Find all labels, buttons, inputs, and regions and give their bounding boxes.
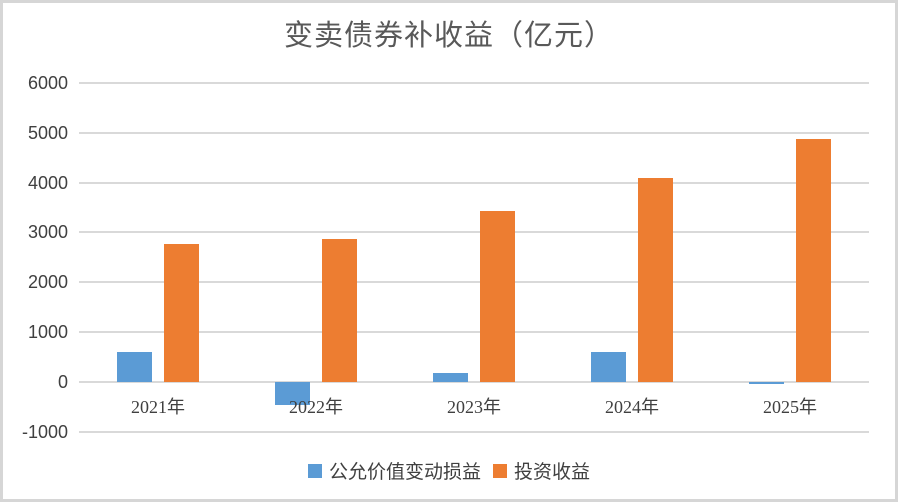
x-axis-label-2022年: 2022年 [289,397,343,417]
y-axis-tick-label: 0 [57,371,68,392]
legend-item-fair-value-change: 公允价值变动损益 [307,457,481,484]
x-axis-label-2024年: 2024年 [605,397,659,417]
bar-series0-2023年 [433,372,468,382]
bar-series1-2024年 [638,178,673,382]
legend-label-investment-income: 投资收益 [514,462,591,483]
bar-series0-2021年 [117,352,152,382]
legend-swatch-orange-icon [493,463,507,478]
bar-series1-2025年 [796,138,831,382]
chart-legend: 公允价值变动损益 投资收益 [3,457,895,484]
legend-label-fair-value-change: 公允价值变动损益 [328,462,481,483]
gridline [79,131,869,134]
chart-title: 变卖债券补收益（亿元） [283,20,614,52]
x-axis-label-2023年: 2023年 [447,397,501,417]
legend-swatch-blue-icon [307,463,322,478]
x-axis-line [79,380,869,383]
bar-series1-2022年 [322,238,357,382]
bar-series1-2023年 [480,211,515,382]
gridline [79,281,869,284]
y-axis-tick-label: 4000 [27,172,68,193]
gridline [79,181,869,184]
x-axis-label-2021年: 2021年 [131,397,185,417]
y-axis-tick-label: 2000 [27,272,68,293]
bar-series0-2025年 [749,381,784,385]
legend-item-investment-income: 投资收益 [493,457,590,484]
y-axis-tick-label: 5000 [27,122,68,143]
gridline [79,231,869,234]
y-axis-tick-label: 1000 [27,321,68,342]
gridline [79,430,869,433]
x-axis-label-2025年: 2025年 [763,397,817,417]
bar-series1-2021年 [164,244,199,382]
bar-series0-2024年 [591,351,626,382]
y-axis-tick-label: 6000 [27,73,68,93]
gridline [79,82,869,84]
y-axis-tick-label: -1000 [21,421,68,442]
bar-series0-2022年 [275,381,310,406]
gridline [79,330,869,333]
y-axis-tick-label: 3000 [27,222,68,243]
